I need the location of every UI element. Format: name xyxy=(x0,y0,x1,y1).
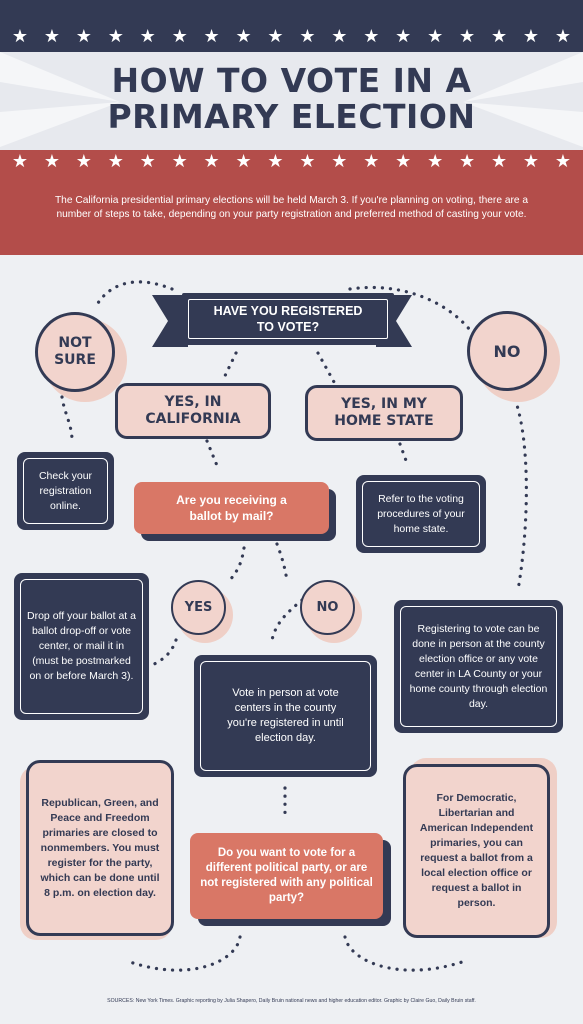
star-icon: ★ xyxy=(75,151,92,171)
star-icon: ★ xyxy=(43,151,60,171)
star-icon: ★ xyxy=(395,26,412,46)
star-icon: ★ xyxy=(235,26,252,46)
top-star-band xyxy=(0,0,583,52)
star-icon: ★ xyxy=(235,151,252,171)
open-primaries-box: For Democratic, Libertarian and American… xyxy=(403,764,550,938)
star-icon: ★ xyxy=(363,26,380,46)
star-icon: ★ xyxy=(11,151,29,171)
question2-ballot-by-mail: Are you receiving a ballot by mail? xyxy=(134,482,329,534)
closed-primaries-box: Republican, Green, and Peace and Freedom… xyxy=(26,760,174,936)
register-to-vote-box: Registering to vote can be done in perso… xyxy=(394,600,563,733)
refer-home-state-box: Refer to the voting procedures of your h… xyxy=(356,475,486,553)
star-icon: ★ xyxy=(459,26,476,46)
star-icon: ★ xyxy=(427,26,444,46)
star-icon: ★ xyxy=(75,26,92,46)
star-icon: ★ xyxy=(203,26,220,46)
star-icon: ★ xyxy=(490,151,508,171)
intro-text: The California presidential primary elec… xyxy=(54,195,529,220)
star-icon: ★ xyxy=(331,151,348,171)
header-sunburst xyxy=(0,52,583,152)
star-icon: ★ xyxy=(522,151,540,171)
star-icon: ★ xyxy=(11,26,29,46)
not-sure-option: NOT SURE xyxy=(35,312,115,392)
star-icon: ★ xyxy=(139,26,156,46)
star-icon: ★ xyxy=(267,151,284,171)
page-title: HOW TO VOTE IN A PRIMARY ELECTION xyxy=(107,61,476,136)
star-icon: ★ xyxy=(363,151,380,171)
star-icon: ★ xyxy=(299,151,316,171)
question3-different-party: Do you want to vote for a different poli… xyxy=(190,833,383,919)
star-icon: ★ xyxy=(107,26,124,46)
no-option: NO xyxy=(467,311,547,391)
top-star-row: ★ ★ ★ ★ ★ ★ ★ ★ ★ ★ ★ ★ ★ ★ ★ ★ ★ ★ xyxy=(0,27,583,45)
star-icon: ★ xyxy=(299,26,316,46)
yes-california-option: YES, IN CALIFORNIA xyxy=(115,383,271,439)
star-icon: ★ xyxy=(522,26,540,46)
star-icon: ★ xyxy=(43,26,60,46)
drop-off-ballot-box: Drop off your ballot at a ballot drop-of… xyxy=(14,573,149,720)
star-icon: ★ xyxy=(554,26,571,46)
star-icon: ★ xyxy=(490,26,508,46)
star-icon: ★ xyxy=(554,151,571,171)
star-icon: ★ xyxy=(203,151,220,171)
sources-footnote: SOURCES: New York Times. Graphic reporti… xyxy=(107,998,476,1004)
star-icon: ★ xyxy=(267,26,284,46)
star-icon: ★ xyxy=(395,151,412,171)
no-mail-option: NO xyxy=(300,580,355,635)
check-registration-box: Check your registration online. xyxy=(17,452,114,530)
star-icon: ★ xyxy=(107,151,124,171)
star-icon: ★ xyxy=(331,26,348,46)
bottom-star-row: ★ ★ ★ ★ ★ ★ ★ ★ ★ ★ ★ ★ ★ ★ ★ ★ ★ ★ xyxy=(0,152,583,170)
yes-home-state-option: YES, IN MY HOME STATE xyxy=(305,385,463,441)
vote-in-person-box: Vote in person at vote centers in the co… xyxy=(194,655,377,777)
question1-registered: HAVE YOU REGISTERED TO VOTE? xyxy=(182,293,394,345)
star-icon: ★ xyxy=(171,151,188,171)
star-icon: ★ xyxy=(459,151,476,171)
yes-mail-option: YES xyxy=(171,580,226,635)
intro-band xyxy=(0,150,583,255)
star-icon: ★ xyxy=(427,151,444,171)
star-icon: ★ xyxy=(139,151,156,171)
star-icon: ★ xyxy=(171,26,188,46)
